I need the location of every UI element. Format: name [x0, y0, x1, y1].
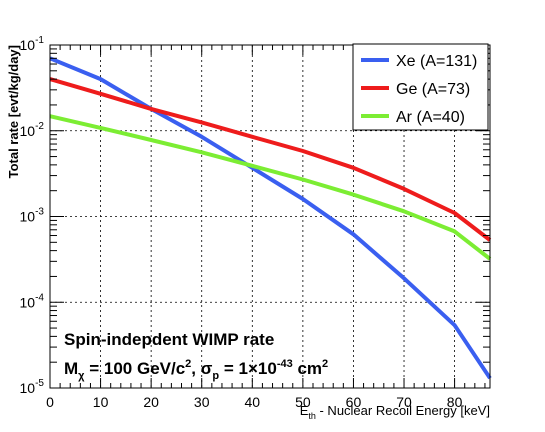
legend: Xe (A=131) Ge (A=73) Ar (A=40): [352, 43, 489, 131]
y-tick-label: 10-4: [20, 292, 45, 310]
x-tick-label: 0: [46, 394, 54, 410]
x-tick-label: 80: [447, 394, 463, 410]
x-tick-label: 70: [396, 394, 412, 410]
series-lines: [49, 56, 492, 380]
series-line-ar: [49, 114, 492, 261]
annotation-line-1: Spin-indepdent WIMP rate: [64, 330, 274, 349]
legend-label: Ar (A=40): [396, 109, 465, 126]
series-line-xe: [49, 56, 492, 380]
legend-label: Ge (A=73): [396, 81, 470, 98]
x-axis-label: Eth - Nuclear Recoil Energy [keV]: [300, 403, 490, 421]
y-tick-label: 10-3: [20, 207, 45, 225]
legend-label: Xe (A=131): [396, 53, 477, 70]
x-tick-label: 10: [93, 394, 109, 410]
annotation-line-2: Mχ = 100 GeV/c2, σp = 1×10-43 cm2: [64, 358, 328, 382]
y-tick-label: 10-2: [20, 121, 45, 139]
tick-labels: 0 10 20 30 40 50 60 70 80 10-5 10-4 10-3 10-2 10-1: [20, 35, 463, 410]
y-tick-label: 10-5: [20, 378, 45, 396]
axis-ticks: [49, 44, 490, 389]
y-tick-label: 10-1: [20, 35, 45, 53]
x-tick-label: 40: [245, 394, 261, 410]
x-tick-label: 30: [194, 394, 210, 410]
x-tick-label: 60: [346, 394, 362, 410]
annotation: Spin-indepdent WIMP rate Mχ = 100 GeV/c2…: [64, 330, 328, 382]
x-tick-label: 50: [295, 394, 311, 410]
x-tick-label: 20: [143, 394, 159, 410]
y-axis-label: Total rate [evt/kg/day]: [6, 45, 21, 178]
series-line-ge: [49, 77, 492, 242]
